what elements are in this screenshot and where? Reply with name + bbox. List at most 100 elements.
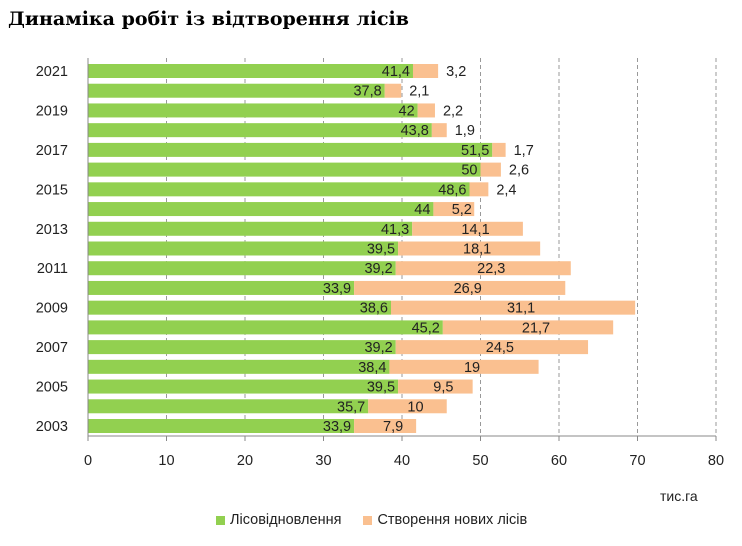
data-label-reforestation: 44 (414, 202, 430, 218)
x-tick-label: 40 (394, 453, 410, 469)
y-tick-label: 2019 (36, 103, 68, 119)
data-label-new-forests: 5,2 (452, 202, 472, 218)
x-tick-label: 80 (708, 453, 724, 469)
data-label-new-forests: 22,3 (477, 261, 505, 277)
x-axis-unit-label: тис.га (660, 488, 698, 504)
data-label-new-forests: 2,6 (509, 163, 529, 179)
bar-new-forests (442, 320, 614, 335)
bar-reforestation (88, 280, 355, 295)
data-label-new-forests: 24,5 (486, 340, 514, 356)
bar-new-forests (368, 399, 447, 414)
data-label-new-forests: 26,9 (454, 281, 482, 297)
data-label-reforestation: 38,4 (358, 360, 386, 376)
data-label-new-forests: 3,2 (446, 64, 466, 80)
bar-new-forests (395, 261, 571, 276)
bar-reforestation (88, 340, 396, 355)
chart-title: Динаміка робіт із відтворення лісів (8, 8, 409, 30)
data-label-reforestation: 37,8 (353, 84, 381, 100)
data-label-reforestation: 50 (461, 163, 477, 179)
x-tick-label: 10 (158, 453, 174, 469)
y-tick-label: 2021 (36, 64, 68, 80)
bar-new-forests (398, 241, 541, 256)
y-tick-label: 2005 (36, 380, 68, 396)
bar-reforestation (88, 221, 413, 236)
bar-new-forests (412, 221, 523, 236)
data-label-new-forests: 31,1 (507, 301, 535, 317)
bar-reforestation (88, 379, 399, 394)
data-label-reforestation: 42 (399, 103, 415, 119)
legend: Лісовідновлення Створення нових лісів (216, 512, 527, 528)
y-tick-label: 2009 (36, 301, 68, 317)
legend-label: Лісовідновлення (230, 512, 342, 528)
data-label-new-forests: 18,1 (463, 242, 491, 258)
data-label-new-forests: 1,9 (455, 123, 475, 139)
bar-new-forests (398, 379, 473, 394)
legend-label: Створення нових лісів (377, 512, 528, 528)
bar-new-forests (389, 359, 539, 374)
bar-reforestation (88, 261, 396, 276)
bar-new-forests (469, 182, 489, 197)
y-tick-label: 2013 (36, 222, 68, 238)
y-tick-label: 2017 (36, 143, 68, 159)
bar-new-forests (395, 340, 589, 355)
bar-new-forests (391, 300, 636, 315)
bar-reforestation (88, 182, 470, 197)
data-label-new-forests: 7,9 (383, 419, 403, 435)
data-label-new-forests: 10 (407, 399, 423, 415)
data-label-new-forests: 1,7 (514, 143, 534, 159)
data-label-reforestation: 48,6 (438, 182, 466, 198)
bar-reforestation (88, 162, 481, 177)
y-tick-label: 2015 (36, 182, 68, 198)
bar-new-forests (354, 280, 566, 295)
data-label-new-forests: 2,4 (496, 182, 516, 198)
legend-swatch-orange (363, 515, 373, 525)
data-label-reforestation: 51,5 (461, 143, 489, 159)
bar-new-forests (433, 202, 475, 217)
data-label-new-forests: 14,1 (461, 222, 489, 238)
bar-new-forests (354, 419, 417, 433)
bar-new-forests (431, 123, 447, 138)
data-label-reforestation: 38,6 (360, 301, 388, 317)
bar-reforestation (88, 359, 390, 374)
bar-reforestation (88, 202, 434, 217)
data-label-new-forests: 2,2 (443, 103, 463, 119)
data-label-reforestation: 41,4 (382, 64, 410, 80)
y-tick-label: 2007 (36, 340, 68, 356)
data-label-reforestation: 35,7 (337, 399, 365, 415)
y-tick-label: 2011 (37, 261, 68, 277)
bar-reforestation (88, 419, 355, 433)
legend-item-reforestation: Лісовідновлення (216, 512, 341, 528)
bar-new-forests (417, 103, 435, 118)
x-tick-label: 60 (551, 453, 567, 469)
bar-reforestation (88, 300, 392, 315)
x-tick-label: 30 (315, 453, 331, 469)
bar-reforestation (88, 320, 443, 335)
bar-new-forests (492, 142, 506, 157)
x-tick-label: 70 (629, 453, 645, 469)
bar-reforestation (88, 83, 385, 98)
bar-reforestation (88, 123, 432, 138)
legend-item-new-forests: Створення нових лісів (363, 512, 527, 528)
data-label-new-forests: 2,1 (409, 84, 429, 100)
legend-swatch-green (216, 515, 225, 525)
y-tick-label: 2003 (36, 419, 68, 435)
bar-new-forests (412, 64, 439, 78)
x-tick-label: 20 (237, 453, 253, 469)
data-label-new-forests: 21,7 (522, 320, 550, 336)
bar-new-forests (480, 162, 501, 177)
x-tick-label: 50 (472, 453, 488, 469)
bar-new-forests (384, 83, 402, 98)
data-label-reforestation: 43,8 (401, 123, 429, 139)
bar-reforestation (88, 64, 413, 78)
data-label-reforestation: 45,2 (412, 320, 440, 336)
data-label-reforestation: 33,9 (323, 419, 351, 435)
data-label-new-forests: 19 (464, 360, 480, 376)
data-label-reforestation: 39,5 (367, 242, 395, 258)
data-label-new-forests: 9,5 (433, 380, 453, 396)
data-label-reforestation: 41,3 (381, 222, 409, 238)
data-label-reforestation: 39,5 (367, 380, 395, 396)
data-label-reforestation: 33,9 (323, 281, 351, 297)
data-label-reforestation: 39,2 (364, 261, 392, 277)
x-tick-label: 0 (84, 453, 92, 469)
